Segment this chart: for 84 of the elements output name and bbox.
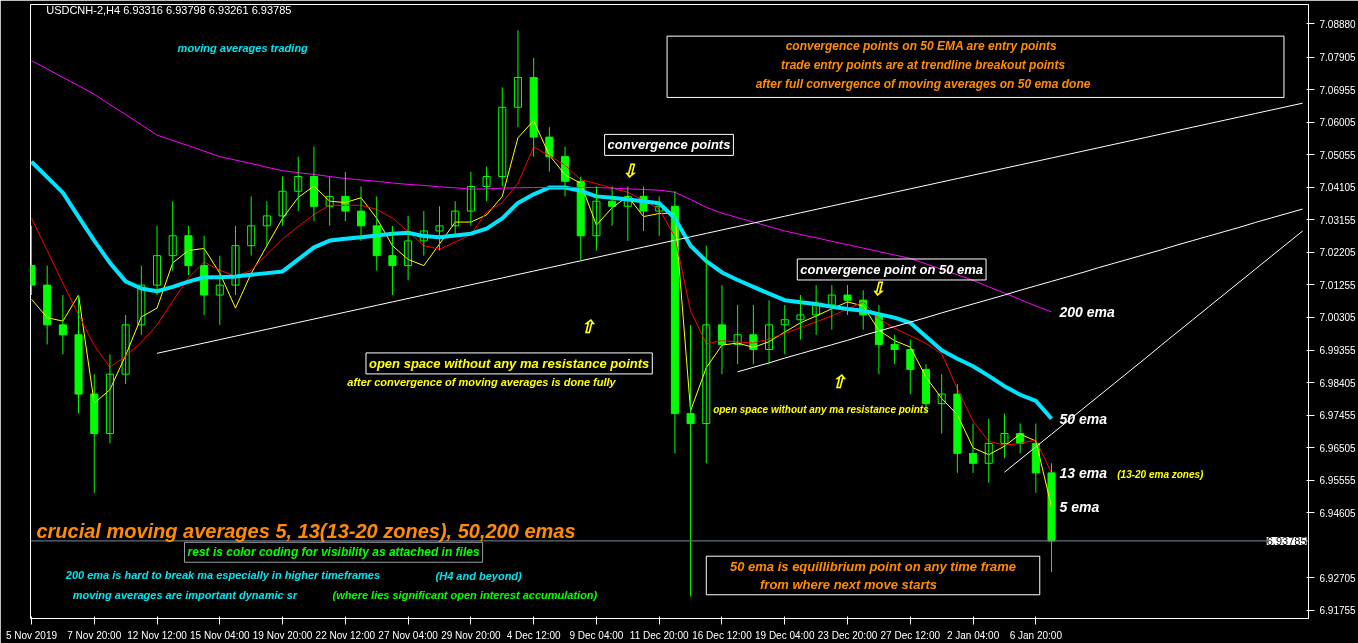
y-tick-label: 7.06955 [1319,84,1357,96]
line-series [156,102,1304,354]
candlestick [796,294,805,341]
y-tick-label: 7.08880 [1319,18,1357,30]
x-tick-label: 15 Nov 04:00 [190,629,250,641]
candlestick [686,324,695,598]
candlestick [1000,413,1009,459]
chart-title: USDCNH-2,H4 6.93316 6.93798 6.93261 6.93785 [46,4,292,17]
ref-line-label: 6.93785 [1266,534,1307,547]
y-tick-label: 6.99355 [1319,345,1357,357]
candlestick [843,284,852,316]
x-tick-label: 19 Dec 04:00 [755,629,815,641]
x-tick-label: 22 Nov 12:00 [315,629,376,641]
x-tick-label: 2 Jan 04:00 [946,629,1000,641]
annotation: after convergence of moving averages is done fully [347,376,617,389]
candlestick [780,304,789,355]
series-label: 13 ema [1059,464,1108,481]
annotation: ⇩ [870,279,886,300]
candlestick [890,334,899,365]
annotation: moving averages trading [177,42,309,54]
annotation: convergence points [607,137,731,153]
x-tick-label: 27 Dec 12:00 [880,629,941,641]
x-tick-label: 6 Jan 20:00 [1009,629,1063,641]
x-tick-label: 12 Nov 12:00 [127,629,188,641]
line-series [30,159,1054,421]
y-tick-label: 7.00305 [1319,312,1357,324]
x-tick-label: 4 Dec 12:00 [506,629,562,641]
x-tick-label: 29 Nov 20:00 [441,629,502,641]
y-tick-label: 7.02205 [1319,247,1357,259]
y-tick-label: 7.03155 [1319,214,1357,226]
candlestick [74,294,83,415]
candlestick [482,166,491,202]
annotation: ⇩ [622,160,638,181]
x-tick-label: 11 Dec 20:00 [629,629,690,641]
candlestick [1047,462,1056,573]
annotation: crucial moving averages 5, 13(13-20 zones), 50,200 emas [36,520,576,543]
line-series [30,120,1053,508]
annotation: ⇧ [831,372,847,393]
y-tick-label: 6.94605 [1319,507,1357,519]
candlestick [529,57,538,158]
annotation: (H4 and beyond) [435,569,523,582]
x-tick-label: 9 Dec 04:00 [569,629,624,641]
annotation: open space without any ma resistance points [713,404,930,416]
y-tick-label: 6.96505 [1319,442,1357,454]
y-tick-label: 7.01255 [1319,279,1357,291]
candlestick [215,255,224,326]
annotation: (13-20 ema zones) [1117,468,1205,480]
y-tick-label: 7.06005 [1319,117,1357,129]
annotation: ⇧ [580,316,596,337]
annotation: after full convergence of moving averages on 50 ema done [755,76,1091,91]
candlestick [184,225,193,276]
x-tick-label: 7 Nov 20:00 [67,629,122,641]
annotation: open space without any ma resistance points [368,355,650,371]
annotation: from where next move starts [760,577,938,593]
annotation: 50 ema is equillibrium point on any time frame [729,558,1017,574]
series-label: 200 ema [1058,303,1116,320]
x-tick-label: 23 Dec 20:00 [817,629,878,641]
x-tick-label: 16 Dec 12:00 [692,629,753,641]
y-tick-label: 6.92705 [1319,572,1357,584]
annotation: trade entry points are at trendline breakout points [781,57,1066,72]
candlestick [435,205,444,252]
y-tick-label: 7.04105 [1319,182,1357,194]
y-tick-label: 6.97455 [1319,410,1357,422]
candlestick [231,225,240,296]
x-tick-label: 19 Nov 20:00 [252,629,313,641]
annotation: moving averages are important dynamic sr [72,588,298,601]
line-series [737,208,1304,373]
x-tick-label: 5 Nov 2019 [5,629,58,641]
annotation: convergence points on 50 EMA are entry points [785,39,1057,54]
series-label: 5 ema [1059,498,1100,515]
y-tick-label: 6.95555 [1319,475,1357,487]
y-tick-label: 6.98405 [1319,377,1357,389]
candlestick [278,176,287,227]
candlestick [592,185,601,252]
annotation: (where lies significant open interest accumulation) [332,588,598,601]
x-tick-label: 27 Nov 04:00 [378,629,439,641]
candlestick [388,225,397,296]
y-tick-label: 6.91755 [1319,605,1357,617]
candlestick [953,383,962,474]
y-tick-label: 7.07905 [1319,52,1357,64]
annotation: 200 ema is hard to break ma especially in higher timeframes [64,569,381,581]
annotation: rest is color coding for visibility as attached in files [187,545,480,560]
candlestick [121,314,130,385]
y-tick-label: 7.05055 [1319,149,1357,161]
